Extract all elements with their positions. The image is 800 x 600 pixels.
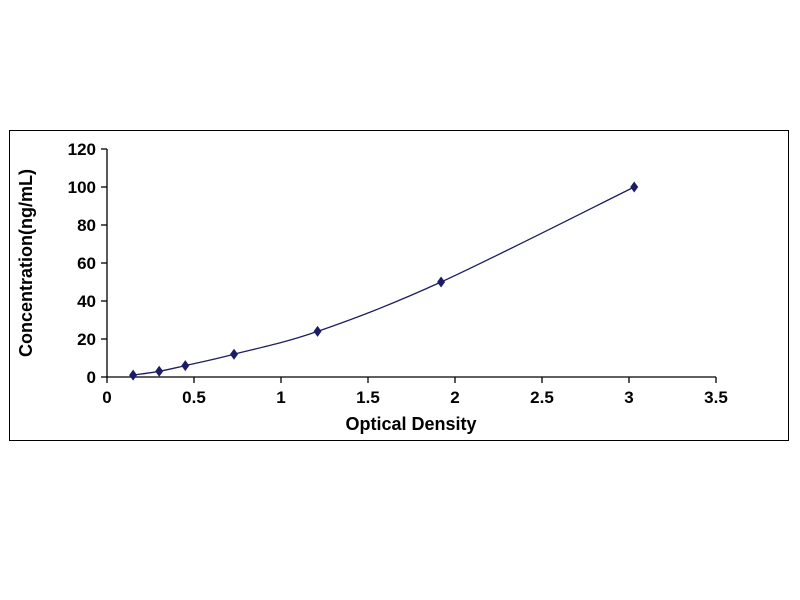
data-point-marker xyxy=(181,360,190,372)
x-tick-label: 0 xyxy=(102,388,111,407)
y-tick-label: 20 xyxy=(77,330,96,349)
x-tick-label: 2.5 xyxy=(530,388,554,407)
x-tick-label: 2 xyxy=(450,388,459,407)
x-tick-label: 3 xyxy=(624,388,633,407)
y-tick-label: 80 xyxy=(77,216,96,235)
data-point-marker xyxy=(230,348,239,360)
x-tick-label: 3.5 xyxy=(704,388,728,407)
elisa-standard-curve-chart: Concentration(ng/mL) Optical Density 0 0.… xyxy=(9,130,789,441)
data-point-marker xyxy=(129,369,138,381)
data-point-marker xyxy=(630,181,639,193)
y-tick-label: 40 xyxy=(77,292,96,311)
plot-area: 0 0.5 1 1.5 2 2.5 3 3.5 0 20 40 60 80 100 120 xyxy=(68,140,728,407)
x-tick-label: 1 xyxy=(276,388,285,407)
y-tick-label: 60 xyxy=(77,254,96,273)
chart-svg: Concentration(ng/mL) Optical Density 0 0.… xyxy=(16,140,728,434)
y-axis-title: Concentration(ng/mL) xyxy=(16,169,36,357)
data-point-marker xyxy=(155,365,164,377)
y-tick-label: 0 xyxy=(87,368,96,387)
y-tick-label: 100 xyxy=(68,178,96,197)
x-tick-label: 1.5 xyxy=(356,388,380,407)
standard-curve-line xyxy=(133,186,635,376)
data-point-marker xyxy=(437,276,446,288)
x-tick-label: 0.5 xyxy=(182,388,206,407)
data-point-marker xyxy=(313,325,322,337)
x-axis-title: Optical Density xyxy=(345,414,476,434)
y-tick-label: 120 xyxy=(68,140,96,159)
